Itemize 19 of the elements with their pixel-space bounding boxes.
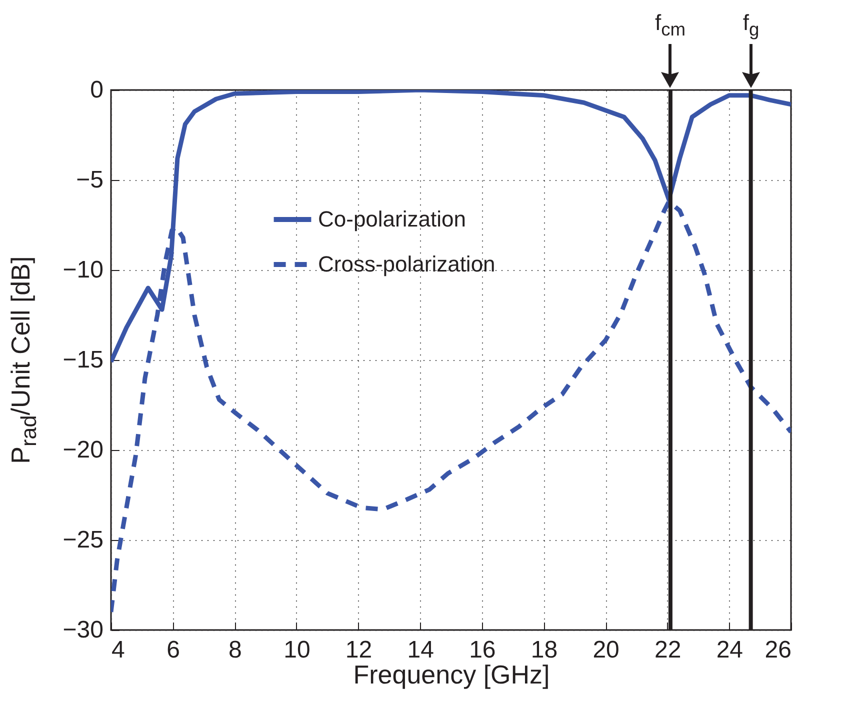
x-tick-label: 26 — [764, 636, 792, 664]
x-tick-label: 20 — [592, 636, 620, 664]
ref-line-label: f$_{g}$ — [742, 10, 760, 40]
y-tick-label: −20 — [62, 436, 104, 464]
y-tick-label: −30 — [62, 616, 104, 644]
x-tick-label: 22 — [654, 636, 682, 664]
x-tick-label: 24 — [716, 636, 744, 664]
y-tick-label: −15 — [62, 346, 104, 374]
y-tick-label: −5 — [76, 166, 104, 194]
x-tick-label: 6 — [166, 636, 180, 664]
y-tick-label: 0 — [90, 76, 104, 104]
x-tick-label: 8 — [228, 636, 242, 664]
legend-label: Cross-polarization — [318, 252, 496, 276]
ref-line-label: f$_{cm}$ — [654, 10, 686, 40]
x-tick-label: 10 — [284, 636, 310, 664]
y-tick-label: −10 — [62, 256, 104, 284]
y-tick-label: −25 — [62, 526, 104, 554]
legend-label: Co-polarization — [318, 206, 466, 232]
x-tick-label: 4 — [112, 636, 125, 664]
